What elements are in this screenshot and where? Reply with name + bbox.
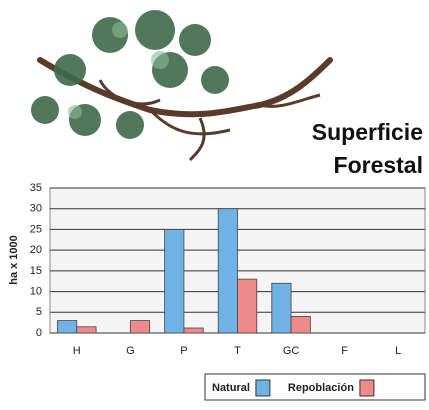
bar [291, 316, 310, 333]
y-axis-label: ha x 1000 [8, 235, 20, 285]
chart: ha x 1000 0 5 10 15 20 25 30 35 H G P T GC F L Natural R… [0, 0, 429, 410]
bar [165, 229, 184, 333]
x-tick-label: T [234, 345, 241, 357]
bar [130, 321, 149, 333]
y-tick-label: 15 [30, 265, 42, 277]
legend-swatch [256, 380, 270, 396]
legend-label: Repoblación [288, 382, 354, 394]
x-tick-label: GC [283, 345, 300, 357]
x-tick-label: F [341, 345, 348, 357]
bar [184, 328, 203, 333]
bar [77, 327, 96, 333]
y-tick-label: 10 [30, 285, 42, 297]
y-tick-label: 25 [30, 223, 42, 235]
x-tick-label: H [73, 345, 81, 357]
y-tick-label: 30 [30, 203, 42, 215]
legend-swatch [360, 380, 374, 396]
page: ha x 1000 0 5 10 15 20 25 30 35 H G P T GC F L Natural R… [0, 0, 429, 410]
x-tick-label: L [395, 345, 401, 357]
y-tick-label: 5 [36, 306, 42, 318]
x-tick-label: P [180, 345, 187, 357]
bar [58, 321, 77, 333]
chart-title: Superficie Forestal [263, 116, 423, 182]
y-tick-label: 20 [30, 244, 42, 256]
x-tick-label: G [126, 345, 135, 357]
bar [238, 279, 257, 333]
legend-label: Natural [212, 382, 250, 394]
y-tick-label: 35 [30, 182, 42, 194]
y-tick-label: 0 [36, 327, 42, 339]
bar [218, 209, 237, 333]
bar [272, 283, 291, 333]
